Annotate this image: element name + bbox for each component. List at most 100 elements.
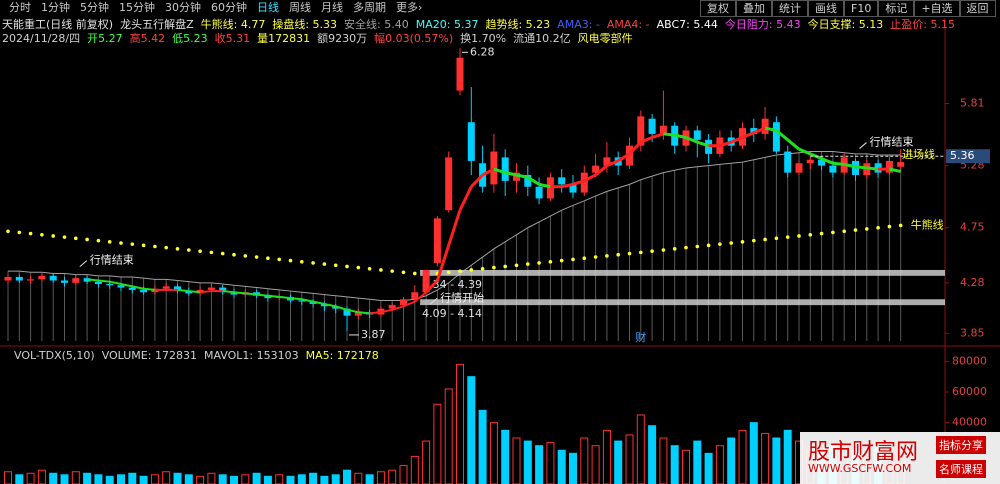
volume-bar: [489, 422, 498, 484]
zone-band: [420, 299, 946, 306]
trade-line: [527, 176, 540, 186]
volume-bar: [388, 469, 397, 484]
period-toolbar: 分时 1分钟 5分钟 15分钟 30分钟 60分钟 日线 周线 月线 多周期 更多›: [4, 1, 427, 15]
period-tab[interactable]: 分时: [9, 1, 31, 14]
candle-body: [456, 57, 464, 91]
candle-body: [309, 301, 317, 304]
bull-bear-dot: [74, 236, 78, 241]
period-tab[interactable]: 30分钟: [165, 1, 201, 14]
period-tab[interactable]: 更多›: [396, 1, 423, 14]
volume-bar: [738, 429, 747, 484]
volume-bar: [94, 474, 103, 484]
period-tab[interactable]: 60分钟: [211, 1, 247, 14]
bull-bear-dot: [28, 231, 33, 236]
candle-body: [829, 165, 837, 173]
period-tab[interactable]: 月线: [321, 1, 343, 14]
tool-button[interactable]: 叠加: [736, 0, 772, 17]
trade-line: [425, 279, 439, 294]
trade-line: [832, 161, 845, 166]
volume-y-tick-label: 80000: [952, 354, 987, 367]
volume-bar: [263, 475, 272, 484]
volume-bar: [354, 472, 363, 484]
candle-body: [795, 163, 803, 173]
bull-bear-dot: [390, 269, 395, 273]
candle-body: [772, 122, 780, 152]
trade-line: [177, 288, 189, 293]
volume-bar: [343, 469, 351, 484]
bull-bear-dot: [119, 241, 123, 245]
bull-bear-dot: [243, 254, 248, 258]
y-tick-label: 4.75: [960, 221, 985, 234]
bull-bear-dot: [96, 238, 101, 243]
candle-body: [535, 186, 543, 199]
period-tab[interactable]: 日线: [257, 1, 279, 14]
volume-bar: [715, 445, 724, 484]
bull-bear-dot: [627, 251, 632, 256]
info-item: 换1.70%: [460, 32, 507, 45]
bull-bear-dot: [254, 255, 259, 259]
volume-bar: [772, 437, 781, 484]
volume-bar: [636, 414, 645, 484]
volume-bar: [309, 472, 318, 484]
period-tab[interactable]: 多周期: [353, 1, 386, 14]
bull-bear-dot: [333, 263, 338, 268]
candle-body: [140, 289, 148, 293]
bull-bear-dot: [209, 250, 214, 255]
volume-bar: [467, 376, 476, 484]
tool-button[interactable]: F10: [844, 0, 879, 17]
bull-bear-dot: [706, 243, 711, 248]
trade-line: [594, 164, 608, 177]
volume-bar: [422, 440, 431, 484]
tool-button[interactable]: 统计: [772, 0, 808, 17]
trade-line: [199, 290, 212, 294]
tool-button[interactable]: 复权: [700, 0, 736, 17]
bull-bear-dot: [175, 247, 180, 251]
candle-body: [27, 279, 35, 281]
bull-bear-dot: [842, 229, 846, 234]
tool-button[interactable]: 画线: [808, 0, 844, 17]
tool-button[interactable]: +自选: [914, 0, 960, 17]
volume-bar: [173, 472, 182, 484]
bull-bear-dot: [718, 242, 722, 246]
trade-line: [414, 291, 427, 303]
trade-line: [391, 305, 404, 311]
info-item: 开5.27: [87, 32, 123, 45]
candle-body: [433, 218, 441, 263]
volume-bar: [761, 432, 770, 484]
tool-button[interactable]: 返回: [959, 0, 996, 17]
price-marker-box: [946, 149, 990, 164]
bull-bear-dot: [413, 271, 417, 276]
volume-bar: [580, 437, 589, 484]
volume-bar: [433, 403, 442, 484]
volume-bar: [331, 474, 340, 484]
info-item: 额9230万: [317, 32, 368, 45]
trade-line: [572, 179, 585, 186]
volume-bar: [523, 440, 532, 484]
bull-bear-dot: [639, 250, 643, 255]
period-tab[interactable]: 15分钟: [119, 1, 155, 14]
bull-bear-dot: [740, 240, 745, 244]
watermark: 股市财富网 WWW.GSCFW.COM 指标分享 名师课程: [800, 432, 1000, 484]
volume-bar: [693, 440, 702, 484]
trade-line: [855, 165, 867, 170]
trade-line: [481, 167, 495, 177]
bull-bear-dot: [198, 249, 202, 253]
tool-button[interactable]: 标记: [878, 0, 915, 17]
candle-body: [580, 172, 588, 193]
trade-line: [403, 300, 416, 308]
volume-bar: [83, 472, 92, 484]
legend-item: 安全线: 5.40: [344, 18, 409, 31]
zone-label: 4.09 - 4.14: [422, 307, 482, 320]
period-tab[interactable]: 1分钟: [41, 1, 70, 14]
trade-line: [301, 298, 314, 303]
period-tab[interactable]: 周线: [289, 1, 311, 14]
candle-body: [117, 285, 125, 288]
volume-legend-item: VOLUME: 172831: [101, 349, 197, 362]
bull-bear-dot: [40, 232, 44, 237]
period-tab[interactable]: 5分钟: [80, 1, 109, 14]
candle-body: [72, 278, 80, 283]
volume-bar: [365, 474, 374, 484]
trade-line: [256, 293, 269, 297]
info-item: 高5.42: [129, 32, 166, 45]
trade-line: [663, 132, 675, 137]
